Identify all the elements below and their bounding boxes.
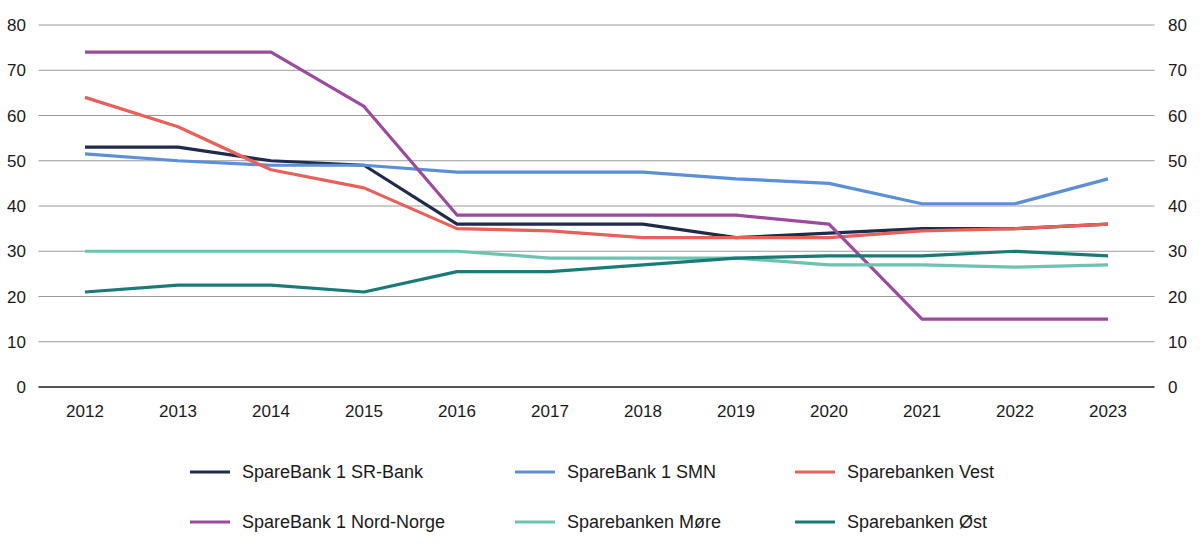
y2-tick-label: 80 — [1168, 16, 1187, 35]
y-tick-label: 0 — [17, 378, 26, 397]
grid-line — [39, 206, 1155, 207]
x-tick-label: 2022 — [996, 402, 1034, 421]
series-line — [85, 52, 1108, 319]
x-tick-label: 2012 — [66, 402, 104, 421]
x-tick-label: 2015 — [345, 402, 383, 421]
y-tick-label: 60 — [7, 107, 26, 126]
legend-swatch — [515, 520, 555, 523]
x-axis-line — [39, 386, 1155, 387]
grid-line — [39, 296, 1155, 297]
grid-line — [39, 25, 1155, 26]
legend-swatch — [515, 470, 555, 473]
y-tick-label: 20 — [7, 288, 26, 307]
chart: 0 10 20 30 40 50 60 70 80 0 10 20 30 40 50 60 70 80 2012 20… — [0, 0, 1200, 550]
legend-label: Sparebanken Møre — [567, 512, 721, 532]
grid-line — [39, 115, 1155, 116]
series-line — [85, 251, 1108, 292]
y-tick-label: 10 — [7, 333, 26, 352]
y-tick-label: 30 — [7, 242, 26, 261]
legend: SpareBank 1 SR-Bank SpareBank 1 SMN Spareb… — [190, 462, 994, 532]
y2-tick-label: 30 — [1168, 242, 1187, 261]
y-tick-label: 40 — [7, 197, 26, 216]
legend-label: Sparebanken Vest — [847, 462, 994, 482]
legend-label: Sparebanken Øst — [847, 512, 987, 532]
y2-tick-label: 20 — [1168, 288, 1187, 307]
legend-swatch — [795, 520, 835, 523]
x-tick-label: 2020 — [810, 402, 848, 421]
legend-label: SpareBank 1 Nord-Norge — [242, 512, 445, 532]
y2-tick-label: 0 — [1168, 378, 1177, 397]
x-tick-label: 2014 — [252, 402, 290, 421]
series-line — [85, 147, 1108, 238]
grid — [39, 25, 1155, 387]
y2-tick-label: 40 — [1168, 197, 1187, 216]
legend-swatch — [795, 470, 835, 473]
legend-label: SpareBank 1 SR-Bank — [242, 462, 424, 482]
x-tick-label: 2021 — [903, 402, 941, 421]
y2-tick-label: 70 — [1168, 61, 1187, 80]
x-tick-label: 2016 — [438, 402, 476, 421]
x-tick-label: 2017 — [531, 402, 569, 421]
y-tick-label: 70 — [7, 61, 26, 80]
y2-tick-label: 10 — [1168, 333, 1187, 352]
y2-tick-label: 60 — [1168, 107, 1187, 126]
x-tick-label: 2019 — [717, 402, 755, 421]
grid-line — [39, 70, 1155, 71]
legend-swatch — [190, 470, 230, 473]
series-group — [85, 52, 1108, 319]
legend-swatch — [190, 520, 230, 523]
y-tick-label: 80 — [7, 16, 26, 35]
series-line — [85, 154, 1108, 204]
legend-label: SpareBank 1 SMN — [567, 462, 716, 482]
x-tick-label: 2018 — [624, 402, 662, 421]
y2-tick-label: 50 — [1168, 152, 1187, 171]
grid-line — [39, 341, 1155, 342]
y-tick-label: 50 — [7, 152, 26, 171]
x-tick-label: 2023 — [1089, 402, 1127, 421]
x-tick-label: 2013 — [159, 402, 197, 421]
